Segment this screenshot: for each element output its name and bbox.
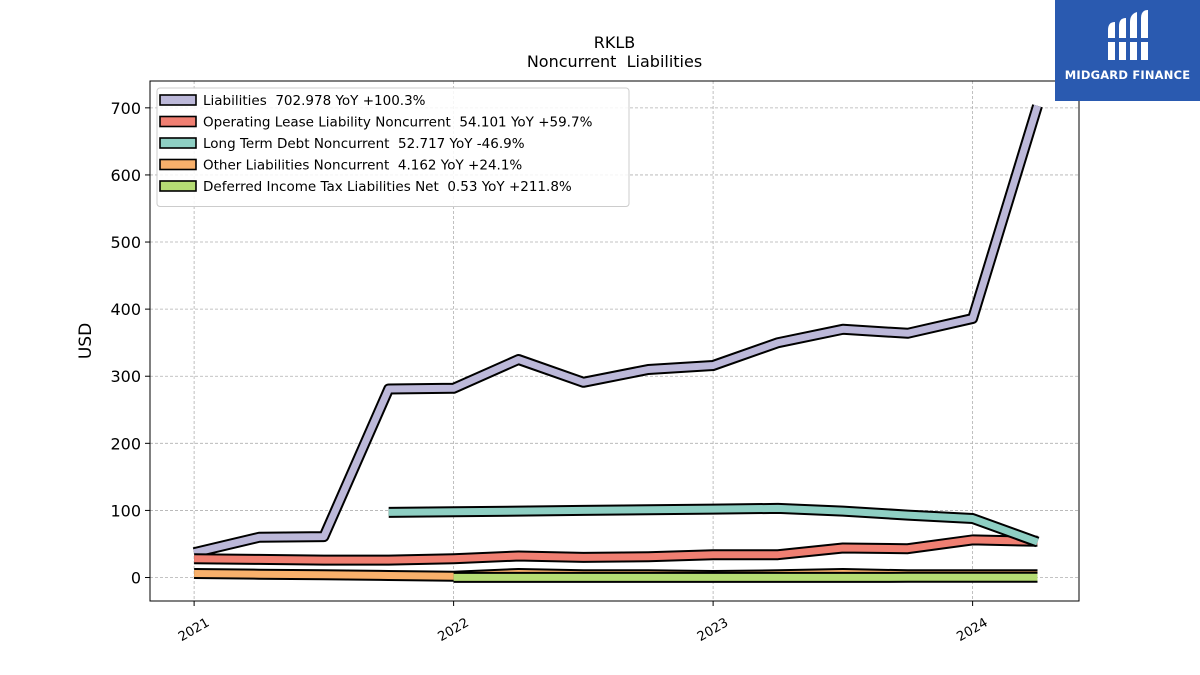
y-tick-label: 200 [110, 434, 141, 453]
legend-swatch [159, 158, 197, 171]
y-tick-label: 0 [131, 569, 141, 588]
logo-text: MIDGARD FINANCE [1064, 68, 1191, 82]
x-tick-label: 2022 [435, 615, 471, 645]
x-tick-label: 2023 [695, 615, 731, 645]
midgard-finance-logo: MIDGARD FINANCE [1055, 0, 1200, 101]
series-line [388, 504, 1039, 546]
y-tick-label: 100 [110, 501, 141, 520]
legend-entry: Liabilities 702.978 YoY +100.3% [203, 93, 426, 109]
y-axis-label: USD [76, 323, 96, 359]
y-tick-label: 600 [110, 166, 141, 185]
series-line [194, 536, 1038, 564]
x-tick-label: 2024 [954, 615, 990, 645]
y-tick-label: 300 [110, 367, 141, 386]
legend-swatch [159, 115, 197, 128]
legend-entry: Deferred Income Tax Liabilities Net 0.53… [203, 179, 572, 195]
legend-swatch [159, 94, 197, 106]
legend-swatch [159, 137, 197, 149]
y-tick-label: 400 [110, 300, 141, 319]
chart-subtitle: Noncurrent Liabilities [527, 52, 702, 71]
y-tick-label: 500 [110, 233, 141, 252]
midgard-logo-icon [1108, 10, 1148, 60]
y-tick-label: 700 [110, 99, 141, 118]
legend-entry: Long Term Debt Noncurrent 52.717 YoY -46… [203, 136, 525, 152]
x-tick-label: 2021 [176, 615, 212, 645]
plot-area-frame [149, 80, 1080, 602]
x-axis-ticks: 2021 2022 2023 2024 [176, 601, 991, 645]
legend-entry: Operating Lease Liability Noncurrent 54.… [203, 115, 593, 131]
series-line [193, 104, 1041, 557]
y-axis-ticks: 0 100 200 300 400 500 600 700 [110, 99, 150, 588]
legend-swatch [159, 180, 197, 192]
legend-box [156, 87, 630, 207]
chart-title: RKLB [594, 33, 636, 52]
legend: Liabilities 702.978 YoY +100.3% Operating… [156, 87, 630, 207]
series-lines [192, 104, 1043, 583]
legend-entry: Other Liabilities Noncurrent 4.162 YoY +… [203, 158, 522, 174]
